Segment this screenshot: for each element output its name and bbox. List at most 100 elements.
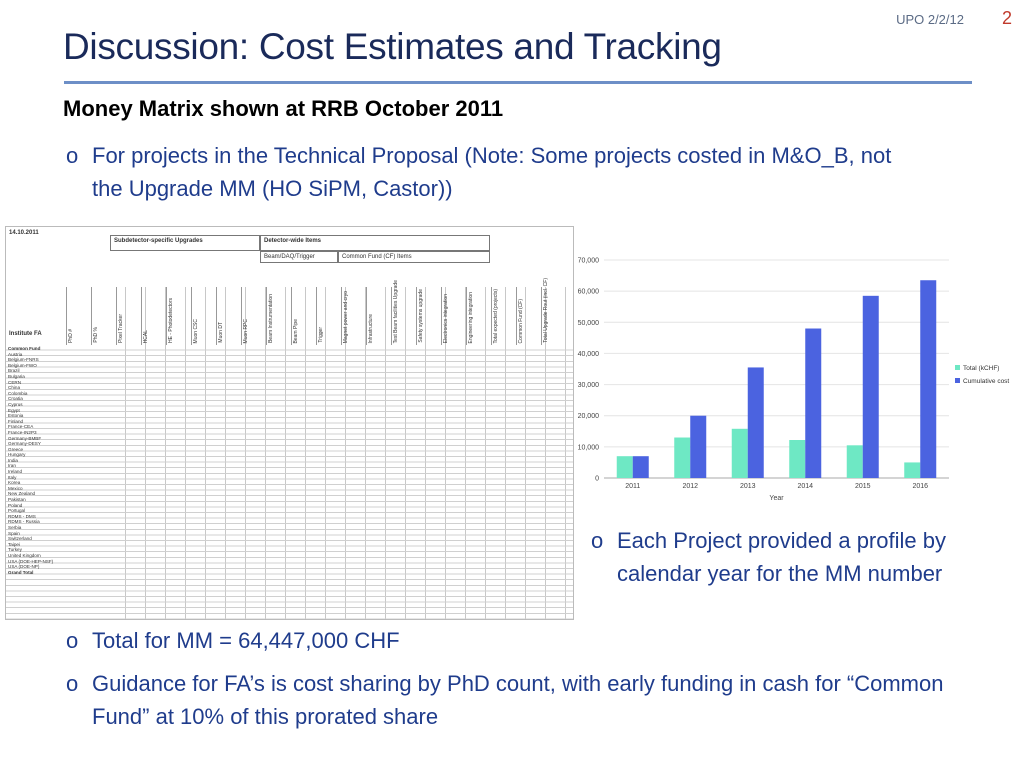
matrix-column-header: Total expected (projects) [491,287,502,345]
bullet-marker: o [66,143,79,168]
bullet-3: o Total for MM = 64,447,000 CHF [66,624,972,657]
matrix-column-header: Muon CSC [191,287,202,345]
chart-svg: 0 10,000 20,000 30,000 40,000 50,000 60,000 70,… [578,258,1010,503]
bar-cumulative [690,415,707,478]
bullet-marker: o [66,671,79,696]
matrix-row-label: USA (DOE-NP) [8,564,40,570]
bar-total [846,445,863,478]
bar-total [674,437,691,478]
matrix-row-label: United Kingdom [8,552,41,558]
bullet-1: o For projects in the Technical Proposal… [66,139,912,205]
matrix-row-label: Serbia [8,525,22,530]
matrix-row-label: Ireland [8,469,23,475]
x-tick-label: 2011 [625,483,640,490]
legend-swatch [955,365,960,370]
x-tick-label: 2016 [912,483,928,490]
page-number: 2 [1001,8,1012,28]
bar-total [731,428,748,478]
header-common-fund-items: Common Fund (CF) Items [338,251,490,263]
matrix-grid [6,345,573,619]
matrix-row-label: China [8,385,21,391]
matrix-column-header: Beam Pipe [291,287,302,345]
matrix-row-label: France-IN2P3 [8,429,37,435]
bullet-4: o Guidance for FA’s is cost sharing by P… [66,667,992,733]
y-tick-label: 40,000 [578,351,600,358]
y-tick-label: 30,000 [578,382,600,389]
bullet-marker: o [66,628,79,653]
title-divider [64,81,972,84]
bullet-2: o Each Project provided a profile by cal… [591,524,1017,590]
bullet-4-text: Guidance for FA’s is cost sharing by PhD… [92,671,944,729]
matrix-row-label: Germany-BMBF [8,435,42,441]
legend-swatch [955,378,960,383]
bar-cumulative [747,367,764,478]
matrix-row-label: Hungary [8,452,26,458]
matrix-row-label: Colombia [8,390,28,396]
matrix-row-label: Brazil [8,368,20,374]
y-tick-label: 20,000 [578,413,600,420]
matrix-row-label: Greece [8,446,24,452]
matrix-row-label: Mexico [8,485,23,491]
bar-cumulative [920,280,937,478]
slide-meta: UPO 2/2/12 [896,12,964,27]
matrix-column-header: Test Beam facilities Upgrade [391,280,402,345]
matrix-row-label: Pakistan [8,497,26,503]
matrix-row-label: RDMS - DMS [8,513,36,519]
bullet-marker: o [591,528,604,553]
matrix-column-header: PhD % [91,287,102,345]
matrix-row-label: CERN [8,379,22,385]
institute-fa-label: Institute FA [9,331,42,337]
matrix-row-label: France-CEA [8,424,34,430]
matrix-column-header: Total Upgrade Rout (incl. CF) [541,278,552,345]
y-tick-label: 10,000 [578,444,600,451]
matrix-column-header: Magnet power and cryo [341,287,352,345]
matrix-row-label: Italy [8,474,17,480]
bullet-2-text: Each Project provided a profile by calen… [617,528,946,586]
header-beam-daq: Beam/DAQ/Trigger [260,251,338,263]
matrix-row-label: RDMS - Russia [8,519,40,525]
y-tick-label: 50,000 [578,320,600,327]
matrix-row-label: Spain [8,530,20,536]
matrix-row-label: Bulgaria [8,373,25,379]
money-matrix-table: 14.10.2011 Subdetector-specific Upgrades… [5,226,574,620]
matrix-column-header: PhD # [66,287,77,345]
matrix-column-header: Muon RPC [241,287,252,345]
matrix-row-label: Common Fund [8,346,41,351]
matrix-column-header: HCAL [141,287,152,345]
matrix-row-label: India [8,457,18,463]
matrix-row-label: Germany-DESY [8,441,41,447]
slide-title: Discussion: Cost Estimates and Tracking [63,26,722,67]
header-subdetector: Subdetector-specific Upgrades [110,235,260,251]
bar-cumulative [862,295,879,478]
matrix-row-label: Finland [8,418,24,424]
matrix-column-header: Safety systems upgrade [416,287,427,345]
x-tick-label: 2014 [797,483,813,490]
cost-profile-chart: 0 10,000 20,000 30,000 40,000 50,000 60,000 70,… [574,254,1022,510]
matrix-row-label: New Zealand [8,491,36,497]
bar-total [616,456,633,478]
header-detector-wide: Detector-wide Items [260,235,490,251]
matrix-column-header: HE - Photodetectors [166,287,177,345]
matrix-row-label: Taipei [8,541,21,547]
matrix-column-header: Beam Instrumentation [266,287,277,345]
bar-cumulative [632,456,649,478]
matrix-row-label: USA (DOE-HEP-NSF) [8,558,54,564]
bar-cumulative [805,328,822,478]
matrix-row-label: Turkey [8,547,22,553]
matrix-row-label: Switzerland [8,536,32,542]
matrix-row-label: Grand Total [8,569,34,575]
matrix-column-header: Infrastructure [366,287,377,345]
x-tick-label: 2015 [855,483,871,490]
matrix-row-label: Belgium-FNRS [8,357,39,363]
bullet-1-text: For projects in the Technical Proposal (… [92,143,892,201]
bullet-3-text: Total for MM = 64,447,000 CHF [92,628,400,653]
x-axis-label: Year [769,495,784,502]
matrix-date: 14.10.2011 [9,230,39,236]
matrix-row-label: Cyprus [8,401,23,407]
bar-total [789,440,806,478]
matrix-row-label: Portugal [8,508,26,514]
legend-label: Total (kCHF) [963,365,999,372]
matrix-row-label: Austria [8,351,23,357]
matrix-row-label: Korea [8,480,21,486]
matrix-column-header: Common Fund (CF) [516,287,527,345]
